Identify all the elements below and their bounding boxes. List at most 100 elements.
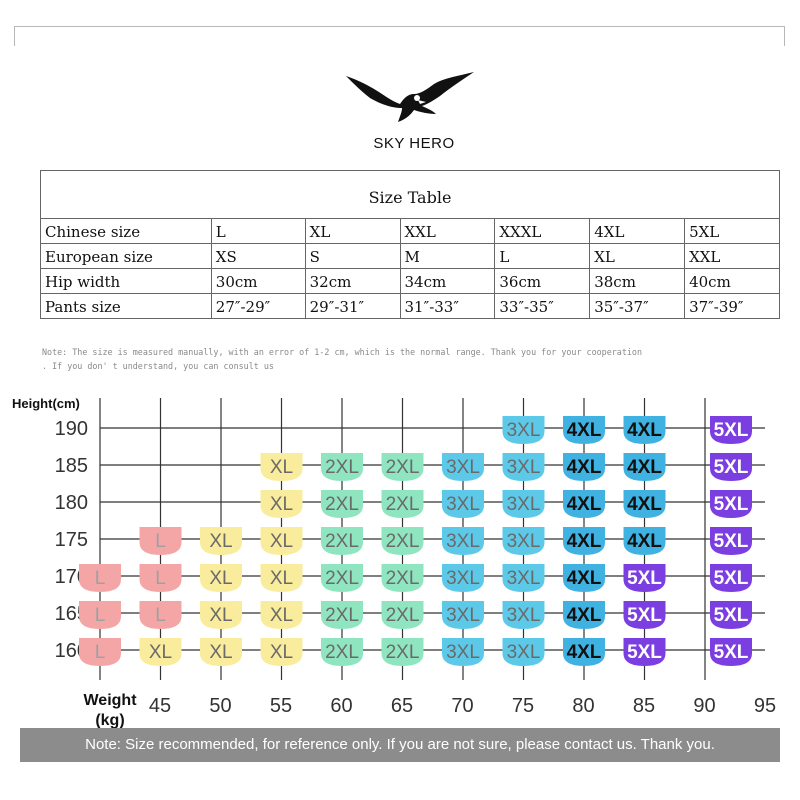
size-badge-label: L bbox=[95, 605, 106, 626]
size-badge bbox=[260, 601, 303, 629]
size-badge bbox=[442, 638, 484, 666]
size-badge-label: 2XL bbox=[386, 457, 420, 478]
table-cell: 33″-35″ bbox=[494, 293, 591, 319]
size-badge-label: 5XL bbox=[627, 605, 662, 626]
size-badge-label: 2XL bbox=[386, 568, 420, 589]
size-badge-label: L bbox=[155, 568, 166, 589]
size-badge-label: 5XL bbox=[714, 420, 749, 441]
size-badge-label: 4XL bbox=[567, 494, 602, 515]
x-tick-label: 90 bbox=[693, 695, 715, 717]
size-badge-label: XL bbox=[149, 642, 172, 663]
x-tick-label: 45 bbox=[149, 695, 171, 717]
size-badge bbox=[710, 527, 752, 555]
size-badge-label: 4XL bbox=[567, 420, 602, 441]
size-badge bbox=[442, 564, 484, 592]
size-badge bbox=[442, 453, 484, 481]
size-badge-label: 3XL bbox=[507, 531, 541, 552]
size-badge bbox=[563, 416, 605, 444]
size-badge-label: XL bbox=[270, 494, 293, 515]
size-badge bbox=[139, 527, 182, 555]
table-cell: 36cm bbox=[494, 268, 591, 294]
size-badge-label: 2XL bbox=[386, 531, 420, 552]
recommendation-note: Note: Size recommended, for reference on… bbox=[20, 728, 780, 762]
x-tick-label: 55 bbox=[270, 695, 292, 717]
table-row: Chinese size L XL XXL XXXL 4XL 5XL bbox=[40, 218, 780, 244]
table-cell: XXL bbox=[399, 218, 496, 244]
size-badge-label: 2XL bbox=[325, 457, 359, 478]
size-badge-label: 3XL bbox=[446, 531, 480, 552]
x-tick-label: 65 bbox=[391, 695, 413, 717]
x-axis-title-unit: (kg) bbox=[95, 712, 124, 729]
size-badge-label: 4XL bbox=[627, 494, 662, 515]
size-table-title: Size Table bbox=[40, 170, 780, 218]
size-badge-label: L bbox=[155, 605, 166, 626]
y-tick-label: 175 bbox=[55, 529, 88, 551]
size-badge bbox=[381, 453, 424, 481]
size-badge-label: 3XL bbox=[446, 568, 480, 589]
size-badge bbox=[79, 564, 121, 592]
size-badge bbox=[710, 453, 752, 481]
size-badge-label: XL bbox=[270, 642, 293, 663]
size-badge-label: 3XL bbox=[446, 605, 480, 626]
table-cell: XXXL bbox=[494, 218, 591, 244]
size-badge-label: 3XL bbox=[507, 457, 541, 478]
table-cell: XL bbox=[304, 218, 401, 244]
size-badge bbox=[442, 490, 484, 518]
frame-left-line bbox=[14, 26, 15, 46]
size-badge bbox=[321, 490, 363, 518]
size-badge bbox=[502, 564, 545, 592]
size-badge-label: 4XL bbox=[567, 531, 602, 552]
size-badge bbox=[623, 416, 666, 444]
row-label: Pants size bbox=[40, 293, 212, 319]
measurement-note: Note: The size is measured manually, wit… bbox=[42, 345, 792, 373]
size-badge-label: 3XL bbox=[507, 494, 541, 515]
row-label: European size bbox=[40, 243, 212, 269]
size-badge-label: XL bbox=[270, 605, 293, 626]
size-badge bbox=[502, 416, 545, 444]
y-tick-label: 185 bbox=[55, 455, 88, 477]
size-badge bbox=[260, 638, 303, 666]
size-badge bbox=[710, 564, 752, 592]
size-badge-label: XL bbox=[270, 531, 293, 552]
size-badge bbox=[710, 601, 752, 629]
table-cell: 37″-39″ bbox=[684, 293, 780, 319]
size-badge-label: 3XL bbox=[507, 642, 541, 663]
size-badge bbox=[139, 601, 182, 629]
size-badge bbox=[563, 527, 605, 555]
measurement-note-line2: . If you don' t understand, you can cons… bbox=[42, 361, 274, 371]
size-badge-label: 4XL bbox=[567, 457, 602, 478]
size-badge-label: 5XL bbox=[627, 642, 662, 663]
row-label: Chinese size bbox=[40, 218, 212, 244]
x-tick-label: 95 bbox=[754, 695, 776, 717]
size-badge bbox=[502, 490, 545, 518]
x-tick-label: 75 bbox=[512, 695, 534, 717]
size-badge bbox=[139, 564, 182, 592]
size-badge bbox=[260, 490, 303, 518]
size-badge bbox=[139, 638, 182, 666]
size-badge bbox=[200, 601, 242, 629]
x-tick-label: 80 bbox=[572, 695, 594, 717]
size-badge-label: XL bbox=[209, 531, 232, 552]
size-badge bbox=[710, 490, 752, 518]
table-cell: 29″-31″ bbox=[304, 293, 401, 319]
size-badge-label: 3XL bbox=[507, 568, 541, 589]
size-badge-label: 4XL bbox=[627, 531, 662, 552]
size-badge bbox=[563, 638, 605, 666]
table-cell: L bbox=[210, 218, 306, 244]
eagle-logo-icon bbox=[346, 72, 474, 122]
table-cell: 5XL bbox=[684, 218, 780, 244]
size-badge bbox=[381, 527, 424, 555]
size-badge-label: 2XL bbox=[325, 568, 359, 589]
size-badge-label: L bbox=[95, 642, 106, 663]
size-badge-label: L bbox=[155, 531, 166, 552]
size-badge-label: 3XL bbox=[507, 605, 541, 626]
size-badge bbox=[381, 638, 424, 666]
size-badge bbox=[381, 601, 424, 629]
size-badge-label: 2XL bbox=[325, 531, 359, 552]
table-cell: 31″-33″ bbox=[399, 293, 496, 319]
table-cell: XXL bbox=[684, 243, 780, 269]
size-badge bbox=[563, 490, 605, 518]
size-badge-label: 3XL bbox=[446, 457, 480, 478]
table-cell: 34cm bbox=[399, 268, 496, 294]
size-badge bbox=[623, 601, 666, 629]
